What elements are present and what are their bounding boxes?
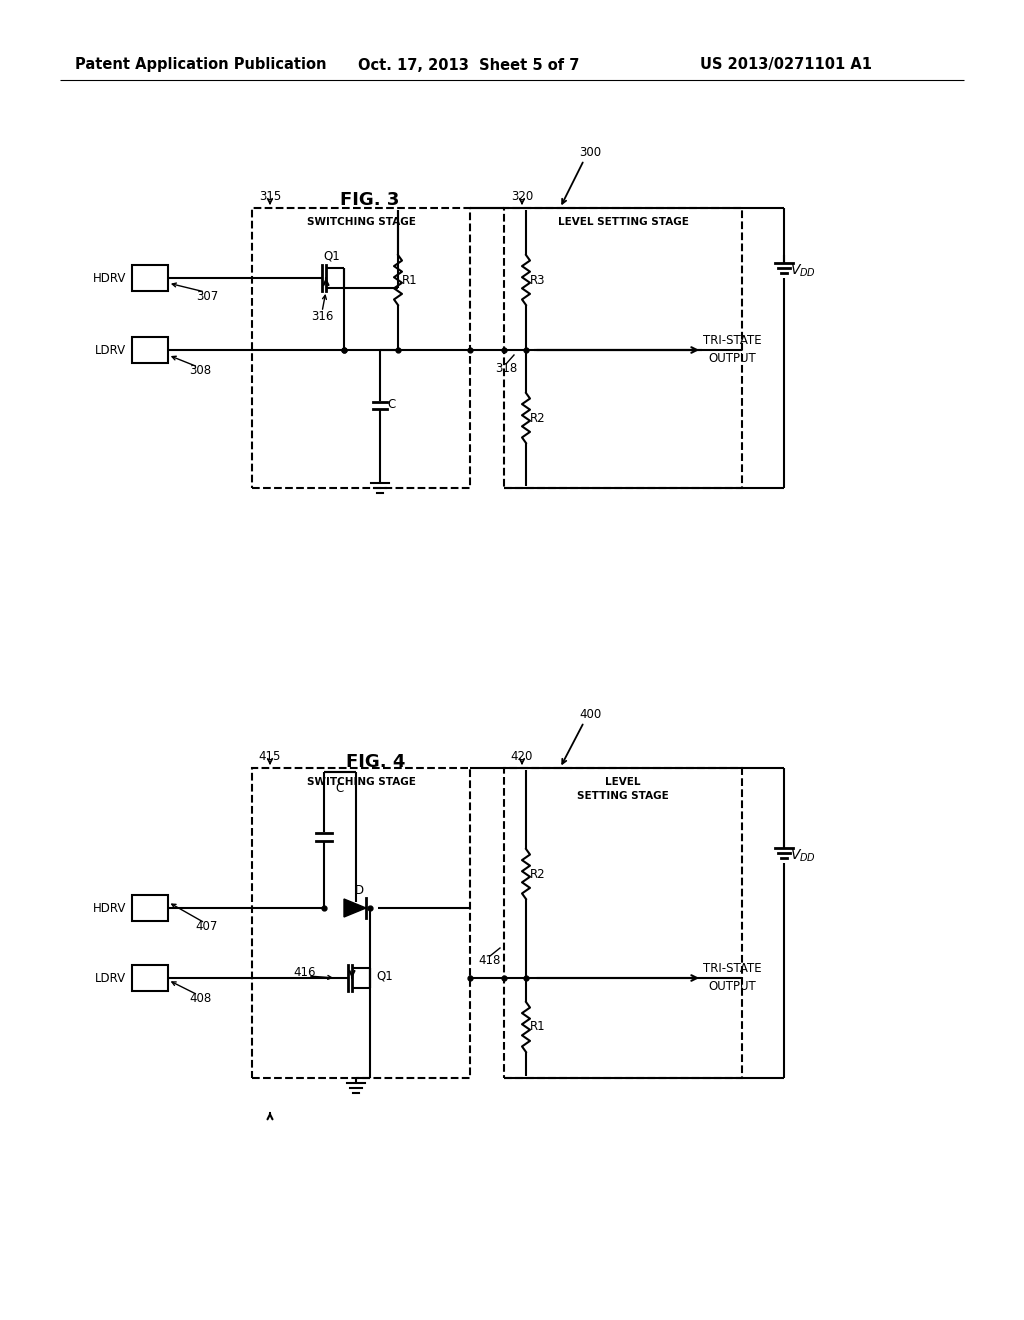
Text: TRI-STATE: TRI-STATE bbox=[702, 961, 761, 974]
Text: $V_{DD}$: $V_{DD}$ bbox=[790, 263, 816, 280]
Text: SWITCHING STAGE: SWITCHING STAGE bbox=[306, 216, 416, 227]
Text: Q1: Q1 bbox=[324, 249, 340, 263]
Text: HDRV: HDRV bbox=[92, 902, 126, 915]
Text: 300: 300 bbox=[579, 145, 601, 158]
Text: R2: R2 bbox=[530, 412, 546, 425]
Text: 416: 416 bbox=[294, 966, 316, 979]
Text: LEVEL SETTING STAGE: LEVEL SETTING STAGE bbox=[557, 216, 688, 227]
Text: 415: 415 bbox=[259, 750, 282, 763]
Text: SWITCHING STAGE: SWITCHING STAGE bbox=[306, 777, 416, 787]
Text: D: D bbox=[354, 883, 364, 896]
Polygon shape bbox=[344, 899, 366, 917]
Text: $V_{DD}$: $V_{DD}$ bbox=[790, 847, 816, 865]
Text: US 2013/0271101 A1: US 2013/0271101 A1 bbox=[700, 58, 872, 73]
Text: 316: 316 bbox=[311, 309, 333, 322]
Bar bbox=[504, 768, 742, 1078]
Bar bbox=[504, 209, 742, 488]
Bar bbox=[132, 965, 168, 991]
Text: Patent Application Publication: Patent Application Publication bbox=[75, 58, 327, 73]
Text: OUTPUT: OUTPUT bbox=[709, 979, 756, 993]
Bar bbox=[252, 209, 470, 488]
Text: 307: 307 bbox=[196, 289, 218, 302]
Text: 315: 315 bbox=[259, 190, 282, 202]
Text: LEVEL: LEVEL bbox=[605, 777, 641, 787]
Text: 420: 420 bbox=[511, 750, 534, 763]
Text: C: C bbox=[388, 399, 396, 412]
Bar bbox=[132, 265, 168, 290]
Text: Oct. 17, 2013  Sheet 5 of 7: Oct. 17, 2013 Sheet 5 of 7 bbox=[358, 58, 580, 73]
Text: 318: 318 bbox=[495, 362, 517, 375]
Text: R2: R2 bbox=[530, 867, 546, 880]
Text: HDRV: HDRV bbox=[92, 272, 126, 285]
Text: 308: 308 bbox=[189, 363, 211, 376]
Text: 408: 408 bbox=[188, 991, 211, 1005]
Bar bbox=[132, 895, 168, 921]
Bar bbox=[252, 768, 470, 1078]
Text: 407: 407 bbox=[196, 920, 218, 932]
Bar bbox=[132, 337, 168, 363]
Text: Q1: Q1 bbox=[376, 969, 393, 982]
Text: LDRV: LDRV bbox=[95, 972, 126, 985]
Text: R1: R1 bbox=[402, 273, 418, 286]
Text: C: C bbox=[336, 781, 344, 795]
Text: LDRV: LDRV bbox=[95, 343, 126, 356]
Text: R3: R3 bbox=[530, 273, 546, 286]
Text: 400: 400 bbox=[579, 708, 601, 721]
Text: 418: 418 bbox=[479, 953, 501, 966]
Text: R1: R1 bbox=[530, 1020, 546, 1034]
Text: FIG. 4: FIG. 4 bbox=[346, 752, 406, 771]
Text: OUTPUT: OUTPUT bbox=[709, 351, 756, 364]
Text: TRI-STATE: TRI-STATE bbox=[702, 334, 761, 346]
Text: SETTING STAGE: SETTING STAGE bbox=[578, 791, 669, 801]
Text: 320: 320 bbox=[511, 190, 534, 202]
Text: FIG. 3: FIG. 3 bbox=[340, 191, 399, 209]
